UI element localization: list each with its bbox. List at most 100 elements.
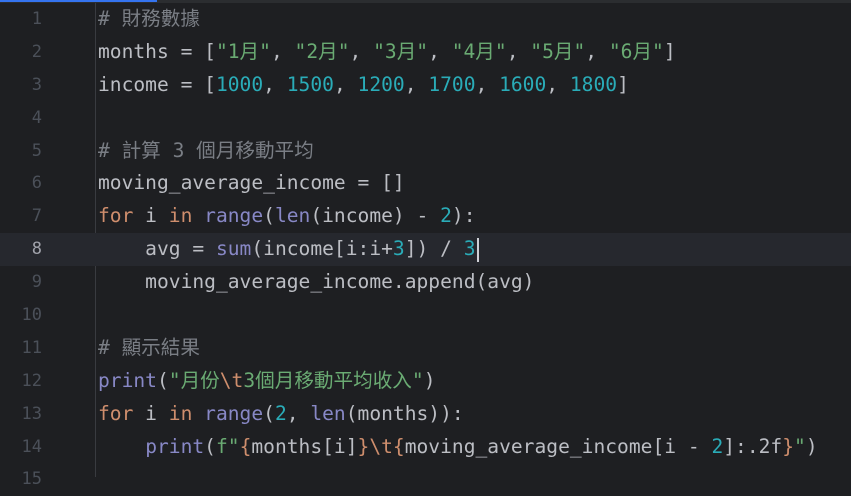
- code-text[interactable]: print(f"{months[i]}\t{moving_average_inc…: [98, 431, 818, 464]
- token-string: 3個月移動平均收入": [243, 368, 424, 392]
- token-plain: i: [133, 204, 169, 228]
- token-builtin: print: [98, 368, 157, 392]
- code-line[interactable]: 14 print(f"{months[i]}\t{moving_average_…: [0, 431, 851, 464]
- token-number: 3: [392, 237, 405, 261]
- token-string: "6月": [608, 39, 664, 63]
- editor-tab-strip: [0, 0, 851, 3]
- token-keyword: in: [168, 401, 193, 425]
- token-plain: ]) /: [404, 237, 464, 261]
- token-plain: ,: [475, 72, 500, 96]
- token-plain: avg =: [98, 237, 216, 261]
- token-comment: # 顯示結果: [98, 335, 200, 359]
- code-text[interactable]: # 顯示結果: [98, 332, 200, 365]
- code-line[interactable]: 3 income = [1000, 1500, 1200, 1700, 1600,…: [0, 69, 851, 102]
- token-string: "4月": [451, 39, 507, 63]
- token-plain: (months)):: [345, 401, 464, 425]
- token-plain: (: [263, 204, 275, 228]
- token-builtin: len: [274, 204, 311, 228]
- token-plain: [192, 402, 204, 425]
- code-text[interactable]: moving_average_income.append(avg): [98, 266, 534, 299]
- code-line[interactable]: 15: [0, 463, 851, 496]
- line-number[interactable]: 15: [21, 469, 42, 490]
- token-keyword: in: [168, 204, 193, 228]
- code-line[interactable]: 4: [0, 102, 851, 135]
- code-line[interactable]: 8 avg = sum(income[i:i+3]) / 3: [0, 233, 851, 267]
- code-line[interactable]: 2 months = ["1月", "2月", "3月", "4月", "5月",…: [0, 36, 851, 69]
- token-plain: moving_average_income[i -: [404, 434, 712, 458]
- code-text[interactable]: avg = sum(income[i:i+3]) / 3: [98, 233, 479, 266]
- token-plain: ,: [404, 72, 429, 96]
- code-text[interactable]: # 計算 3 個月移動平均: [98, 135, 314, 168]
- token-number: 2: [274, 401, 287, 425]
- line-number[interactable]: 1: [31, 9, 42, 29]
- token-escape: \t: [219, 368, 244, 392]
- code-line[interactable]: 7 for i in range(len(income) - 2):: [0, 200, 851, 233]
- token-plain: i: [133, 401, 169, 425]
- token-builtin: sum: [215, 237, 252, 261]
- token-number: 3: [463, 237, 476, 261]
- token-plain: ,: [333, 72, 358, 96]
- token-number: 1600: [499, 72, 547, 96]
- token-plain: ]:.2f: [723, 434, 783, 458]
- code-line[interactable]: 12 print("月份\t3個月移動平均收入"): [0, 365, 851, 398]
- code-line[interactable]: 5 # 計算 3 個月移動平均: [0, 135, 851, 168]
- token-plain: income = [: [98, 72, 216, 96]
- code-text[interactable]: months = ["1月", "2月", "3月", "4月", "5月", …: [98, 36, 676, 69]
- line-number[interactable]: 11: [21, 337, 42, 358]
- code-line[interactable]: 6 moving_average_income = []: [0, 167, 851, 200]
- code-line[interactable]: 9 moving_average_income.append(avg): [0, 266, 851, 299]
- token-builtin: print: [145, 434, 205, 458]
- line-number[interactable]: 3: [31, 74, 42, 95]
- token-builtin: len: [310, 401, 346, 425]
- token-plain: ,: [585, 39, 609, 63]
- token-plain: (: [263, 401, 275, 425]
- token-number: 2: [440, 204, 452, 228]
- token-escape: \t: [369, 434, 393, 458]
- token-plain: (: [204, 434, 216, 458]
- token-keyword: {: [239, 434, 252, 458]
- line-number[interactable]: 14: [21, 436, 42, 457]
- line-number[interactable]: 8: [31, 239, 42, 260]
- token-string: "2月": [294, 39, 350, 63]
- token-builtin: range: [204, 204, 264, 228]
- line-number[interactable]: 10: [21, 305, 42, 326]
- token-comment: # 計算 3 個月移動平均: [98, 138, 314, 162]
- line-number[interactable]: 4: [31, 107, 42, 128]
- token-plain: ): [805, 434, 818, 458]
- code-text[interactable]: income = [1000, 1500, 1200, 1700, 1600, …: [98, 69, 629, 102]
- line-number[interactable]: 13: [21, 403, 42, 424]
- code-text[interactable]: moving_average_income = []: [98, 167, 405, 200]
- code-editor[interactable]: 1 # 財務數據 2 months = ["1月", "2月", "3月", "4月"…: [0, 3, 851, 496]
- token-plain: ,: [506, 39, 531, 63]
- code-text[interactable]: for i in range(2, len(months)):: [98, 398, 464, 431]
- token-plain: ,: [286, 401, 311, 425]
- code-text[interactable]: print("月份\t3個月移動平均收入"): [98, 365, 436, 398]
- line-number[interactable]: 12: [21, 370, 42, 391]
- code-line[interactable]: 1 # 財務數據: [0, 3, 851, 36]
- line-number[interactable]: 7: [31, 206, 42, 227]
- code-line[interactable]: 10: [0, 299, 851, 332]
- line-number[interactable]: 5: [31, 140, 42, 161]
- line-number[interactable]: 9: [31, 272, 42, 293]
- code-text[interactable]: # 財務數據: [98, 3, 200, 36]
- code-line[interactable]: 11 # 顯示結果: [0, 332, 851, 365]
- line-number[interactable]: 2: [31, 41, 42, 62]
- token-plain: ,: [263, 72, 287, 96]
- token-comment: # 財務數據: [98, 7, 200, 30]
- code-text[interactable]: for i in range(len(income) - 2):: [98, 200, 476, 233]
- token-plain: (income) -: [310, 204, 441, 228]
- token-string: f": [215, 434, 240, 458]
- token-keyword: for: [98, 204, 134, 228]
- code-line[interactable]: 13 for i in range(2, len(months)):: [0, 398, 851, 431]
- token-plain: ]: [617, 72, 629, 96]
- token-plain: ,: [546, 72, 570, 96]
- line-number[interactable]: 6: [31, 173, 42, 194]
- token-plain: moving_average_income.append(avg): [98, 270, 535, 294]
- token-number: 2: [711, 434, 724, 458]
- token-plain: (: [156, 368, 169, 392]
- token-string: "5月": [530, 39, 586, 63]
- token-plain: months[i]: [251, 434, 358, 458]
- token-string: "月份: [168, 368, 220, 392]
- token-number: 1700: [428, 72, 476, 96]
- token-keyword: {: [392, 434, 405, 458]
